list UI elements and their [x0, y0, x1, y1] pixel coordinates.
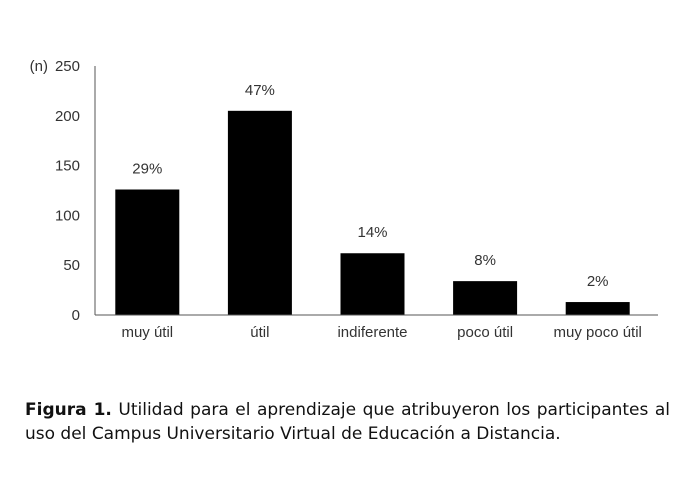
bar: [115, 189, 180, 315]
bar: [453, 281, 518, 315]
x-tick-label: indiferente: [337, 324, 407, 341]
y-tick-label: 50: [63, 257, 80, 274]
y-tick-label: 100: [55, 207, 80, 224]
data-label: 29%: [132, 161, 162, 178]
y-unit-label: (n): [30, 58, 48, 75]
data-label: 47%: [245, 82, 275, 99]
caption-label: Figura 1.: [25, 400, 112, 420]
bar-chart: 0 50 100 150 200 250 (n) 29% 47% 14% 8% 2% muy úti…: [30, 58, 658, 341]
x-tick-label: muy útil: [121, 324, 173, 341]
x-tick-label: útil: [250, 324, 269, 341]
bar: [565, 302, 630, 315]
y-tick-label: 0: [72, 307, 80, 324]
caption-text: Utilidad para el aprendizaje que atribuy…: [25, 400, 671, 444]
x-axis: muy útil útil indiferente poco útil muy poco…: [95, 314, 658, 341]
data-label: 8%: [474, 252, 496, 269]
data-label: 2%: [587, 273, 609, 290]
data-label: 14%: [357, 224, 387, 241]
figure-caption: Figura 1. Utilidad para el aprendizaje q…: [25, 398, 670, 446]
bars: 29% 47% 14% 8% 2%: [115, 82, 630, 315]
y-tick-label: 150: [55, 158, 80, 175]
bar: [340, 253, 405, 315]
bar: [227, 110, 292, 315]
y-tick-label: 200: [55, 108, 80, 125]
x-tick-label: muy poco útil: [554, 324, 642, 341]
y-axis: 0 50 100 150 200 250 (n): [30, 58, 96, 324]
y-tick-label: 250: [55, 58, 80, 75]
x-tick-label: poco útil: [457, 324, 513, 341]
